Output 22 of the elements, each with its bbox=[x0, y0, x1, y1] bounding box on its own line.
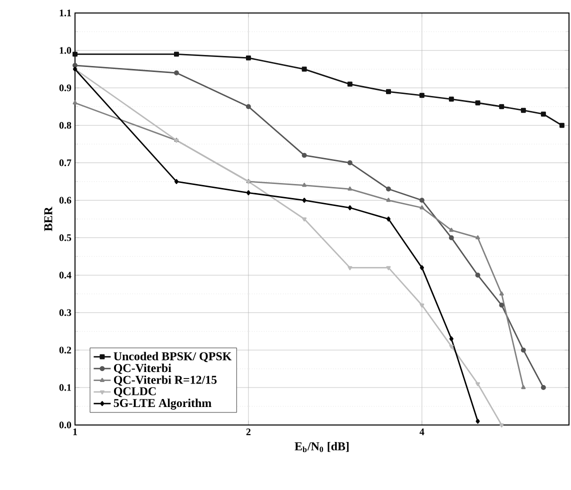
y-tick-label: 0.6 bbox=[59, 196, 72, 204]
x-tick-label: 4 bbox=[420, 428, 424, 436]
legend-label: QC-Viterbi R=12/15 bbox=[114, 375, 217, 386]
y-tick-label: 0.3 bbox=[59, 309, 72, 316]
legend-label: 5G-LTE Algorithm bbox=[114, 398, 212, 410]
legend-label: QC-Viterbi bbox=[114, 364, 172, 374]
y-tick-label: 0.2 bbox=[59, 346, 72, 354]
x-axis-title: E$_{b}$/N$_{0}$ [dB] bbox=[294, 442, 349, 452]
y-tick-label: 0.7 bbox=[59, 159, 72, 166]
y-tick-label: 0.0 bbox=[59, 422, 72, 428]
x-tick-label: 2 bbox=[246, 428, 251, 436]
x-tick-label: 1 bbox=[73, 428, 77, 436]
y-tick-label: 0.9 bbox=[59, 84, 72, 92]
y-tick-label: 0.8 bbox=[59, 122, 72, 129]
legend-label: QCLDC bbox=[114, 387, 156, 398]
y-tick-label: 1.0 bbox=[60, 47, 72, 54]
y-tick-label: 0.1 bbox=[59, 384, 71, 391]
y-tick-label: 0.5 bbox=[59, 234, 72, 242]
y-axis-title: BER bbox=[44, 206, 52, 232]
legend-label: Uncoded BPSK/ QPSK bbox=[114, 352, 232, 362]
y-tick-label: 1.1 bbox=[60, 10, 71, 16]
y-tick-label: 0.4 bbox=[59, 272, 72, 279]
